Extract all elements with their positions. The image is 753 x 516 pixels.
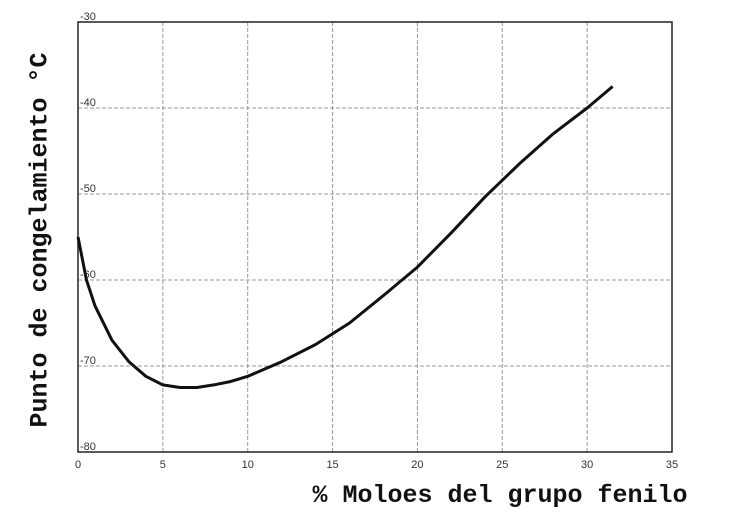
y-tick-label: -40 [80,97,96,109]
x-tick-label: 10 [242,459,254,471]
x-tick-label: 15 [326,459,338,471]
y-tick-label: -60 [80,269,96,281]
x-tick-label: 35 [666,459,678,471]
x-axis-label: % Moloes del grupo fenilo [312,481,687,510]
y-tick-label: -50 [80,183,96,195]
x-tick-label: 30 [581,459,593,471]
y-axis-label: Punto de congelamiento °C [26,52,55,427]
x-tick-label: 0 [75,459,81,471]
data-line [76,85,614,389]
x-tick-label: 20 [411,459,423,471]
x-tick-label: 25 [496,459,508,471]
plot-frame [77,21,673,453]
y-tick-label: -30 [80,11,96,23]
y-tick-label: -80 [80,441,96,453]
y-tick-label: -70 [80,355,96,367]
x-tick-label: 5 [160,459,166,471]
